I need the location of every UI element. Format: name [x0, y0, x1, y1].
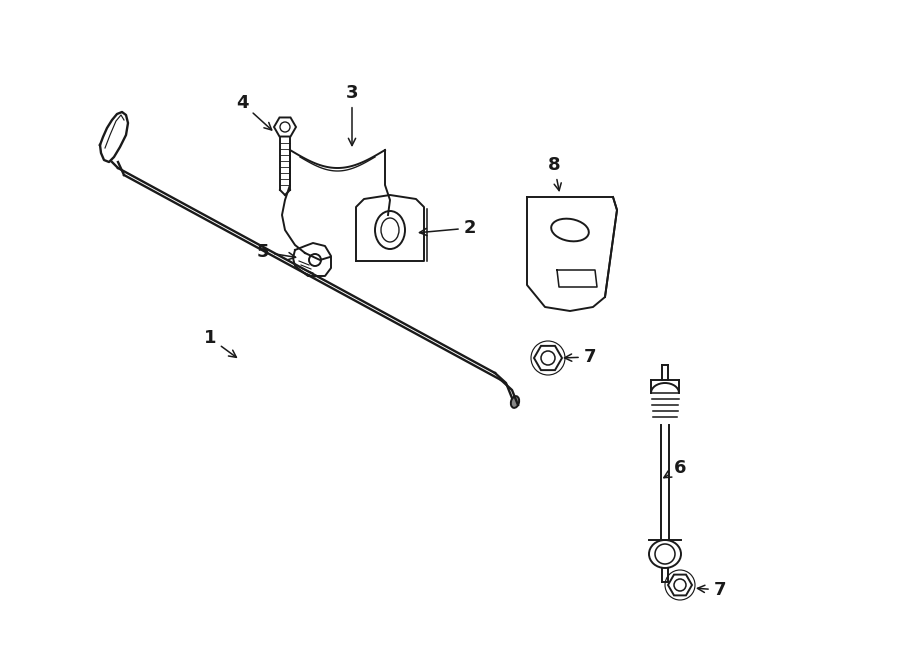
- Text: 5: 5: [256, 243, 295, 261]
- Text: 7: 7: [564, 348, 596, 366]
- Text: 3: 3: [346, 84, 358, 145]
- Text: 8: 8: [548, 156, 562, 190]
- Text: 2: 2: [419, 219, 476, 237]
- Ellipse shape: [512, 397, 518, 407]
- Text: 6: 6: [664, 459, 686, 478]
- Text: 1: 1: [203, 329, 237, 358]
- Ellipse shape: [511, 396, 519, 408]
- Text: 7: 7: [698, 581, 726, 599]
- Text: 4: 4: [236, 94, 272, 130]
